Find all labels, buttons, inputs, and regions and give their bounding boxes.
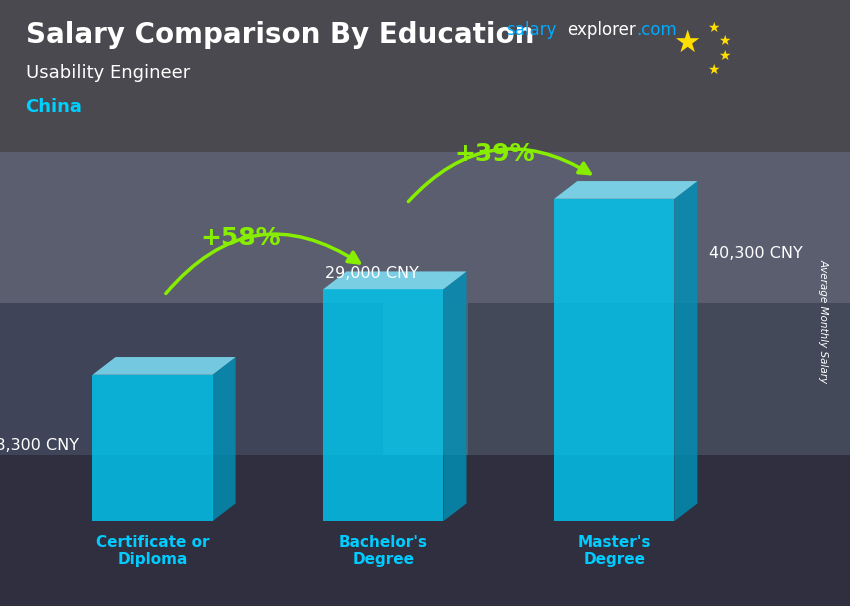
Text: Usability Engineer: Usability Engineer <box>26 64 190 82</box>
Text: 18,300 CNY: 18,300 CNY <box>0 438 78 453</box>
Polygon shape <box>93 357 235 375</box>
Text: +39%: +39% <box>454 142 535 165</box>
Polygon shape <box>323 271 467 289</box>
Text: China: China <box>26 98 82 116</box>
Text: .com: .com <box>637 21 677 39</box>
Text: Salary Comparison By Education: Salary Comparison By Education <box>26 21 534 49</box>
Polygon shape <box>93 375 212 521</box>
Polygon shape <box>674 181 697 521</box>
Text: explorer: explorer <box>567 21 636 39</box>
Text: 40,300 CNY: 40,300 CNY <box>709 246 802 261</box>
Polygon shape <box>212 357 235 521</box>
Polygon shape <box>323 289 444 521</box>
Polygon shape <box>554 199 674 521</box>
Text: ★: ★ <box>707 21 719 35</box>
Polygon shape <box>444 271 467 521</box>
Polygon shape <box>554 181 697 199</box>
Text: +58%: +58% <box>200 226 280 250</box>
Text: ★: ★ <box>707 62 719 76</box>
Text: ★: ★ <box>672 28 700 58</box>
Text: ★: ★ <box>718 49 731 64</box>
Text: salary: salary <box>506 21 556 39</box>
Text: Average Monthly Salary: Average Monthly Salary <box>819 259 829 383</box>
Text: ★: ★ <box>718 34 731 48</box>
Text: 29,000 CNY: 29,000 CNY <box>325 266 419 281</box>
